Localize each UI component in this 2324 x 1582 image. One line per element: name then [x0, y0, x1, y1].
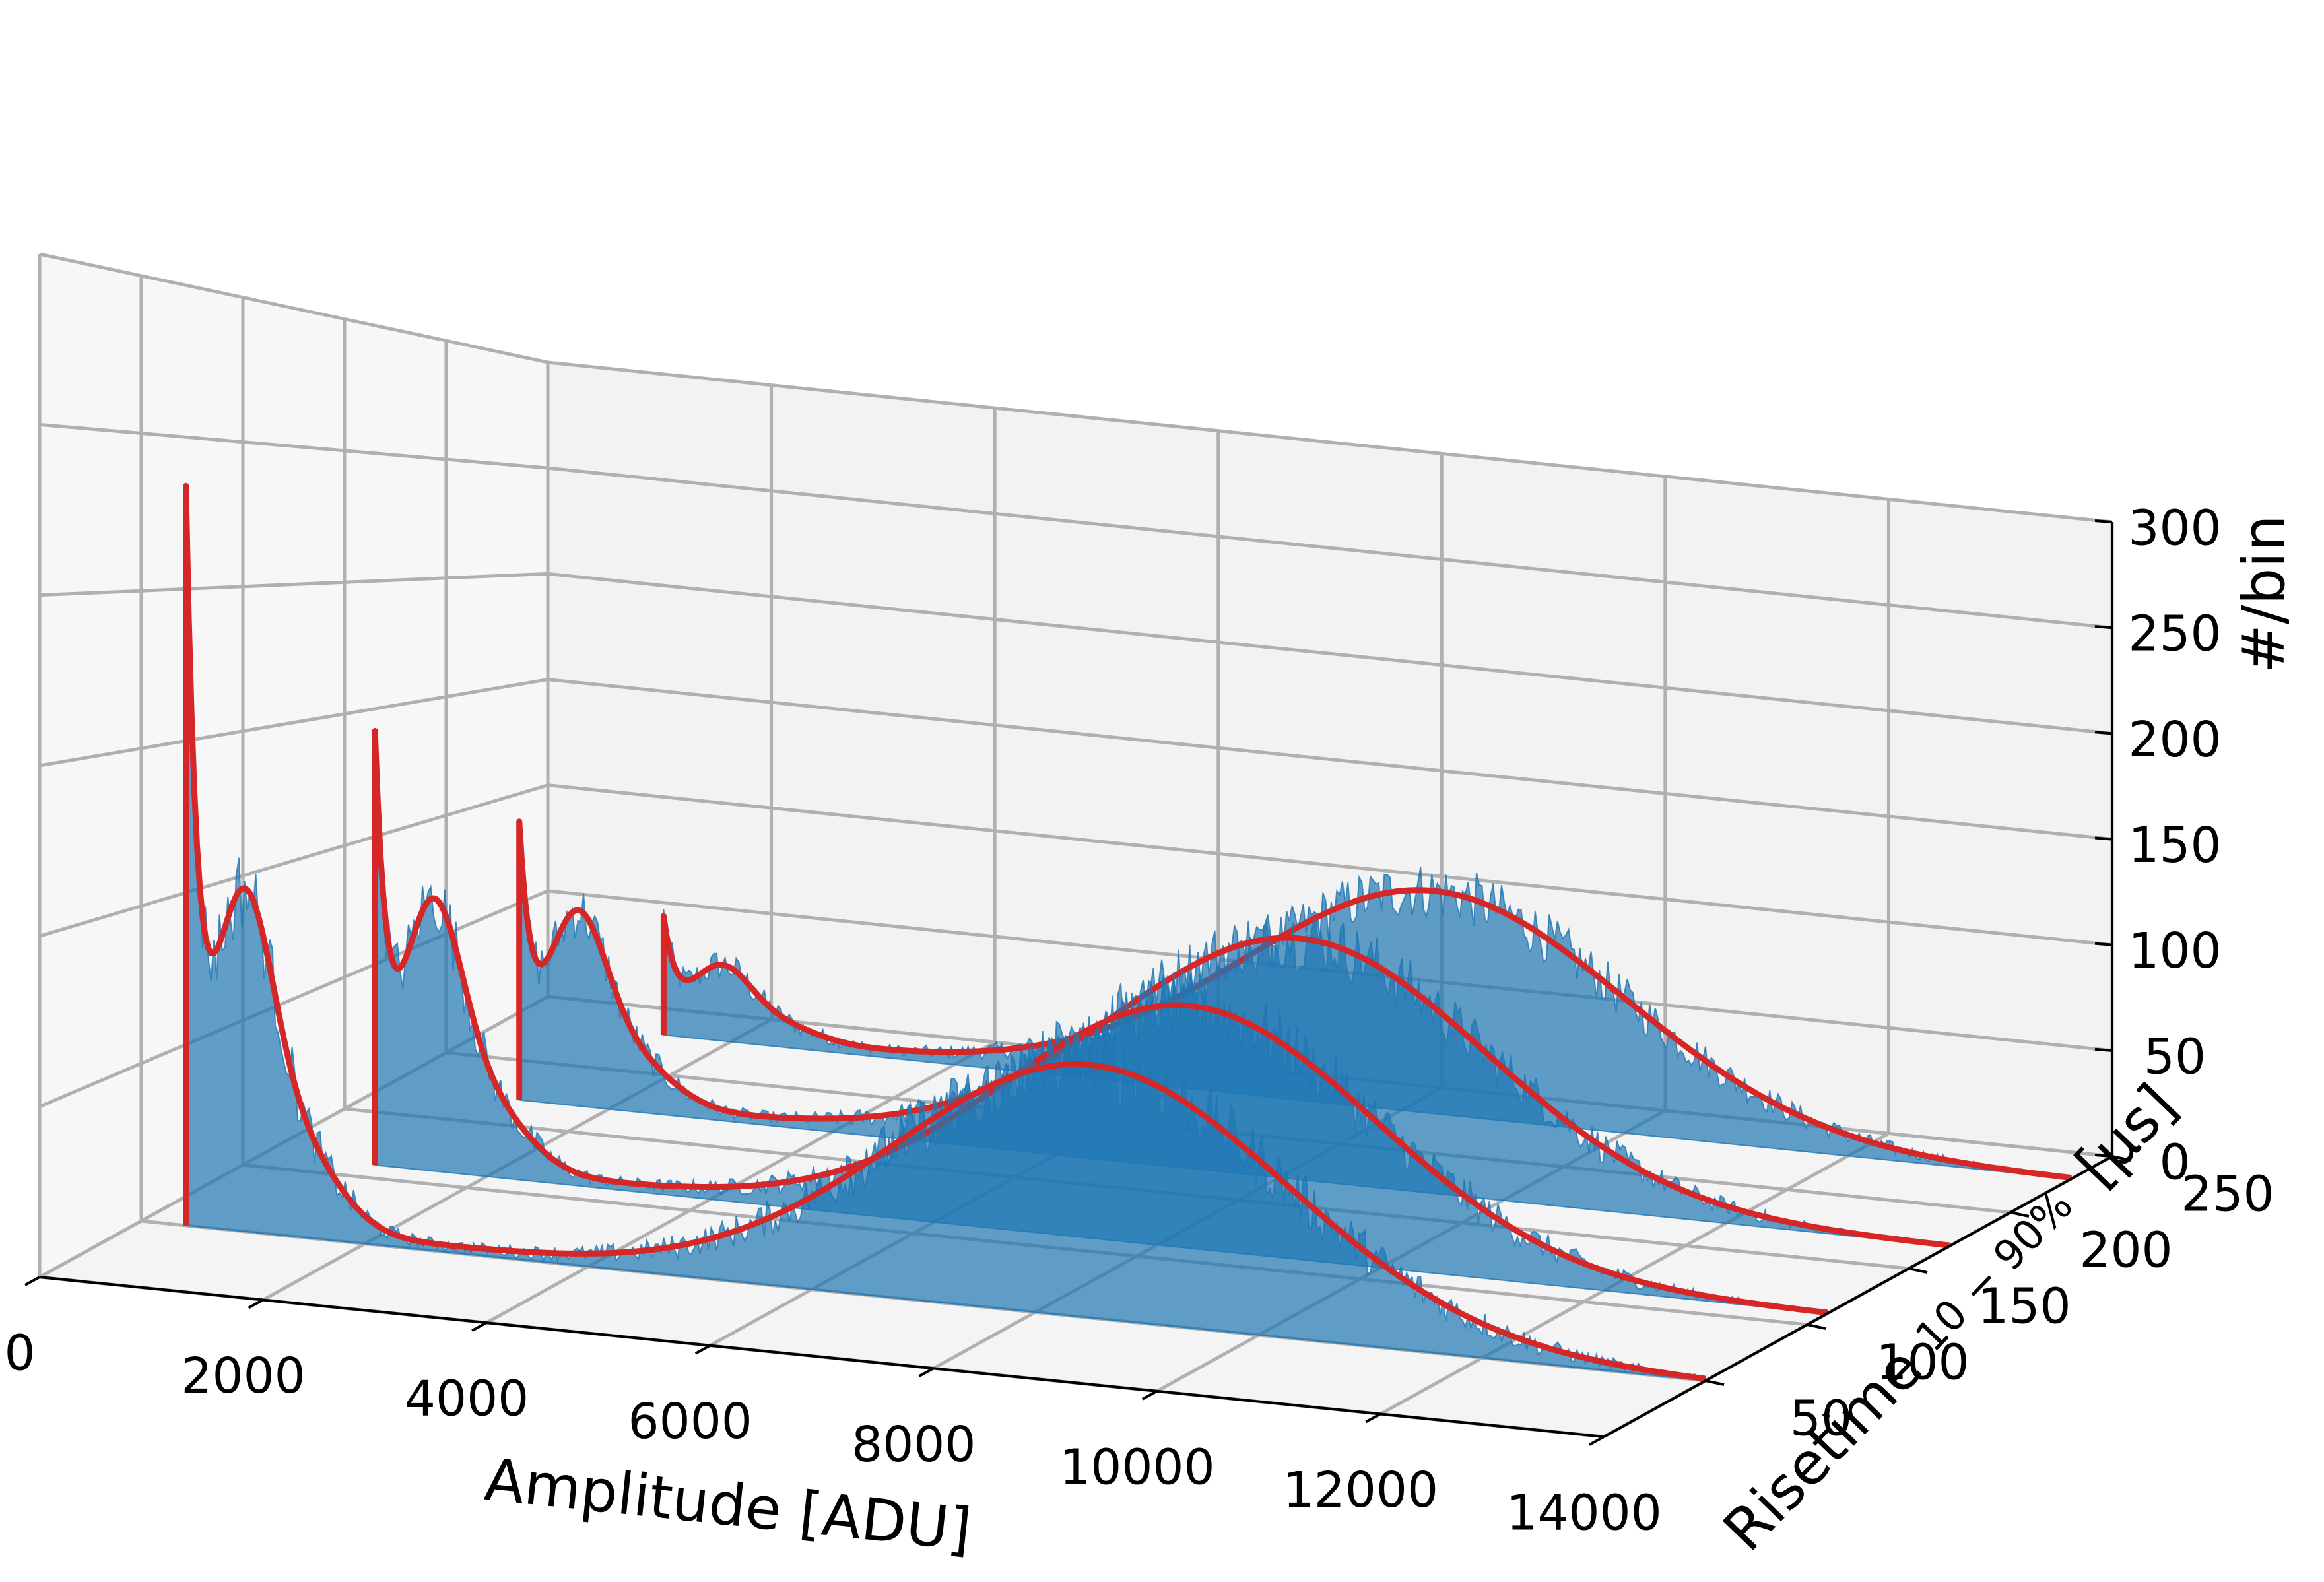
left-grid-z — [39, 678, 548, 768]
z-tick-label: 200 — [2128, 711, 2221, 768]
histogram-traces — [183, 482, 2072, 1382]
z-tick — [2094, 1154, 2113, 1158]
y-tick — [1705, 1379, 1725, 1386]
x-tick — [694, 1344, 711, 1355]
y-tick-label: 250 — [2181, 1166, 2274, 1223]
y-tick-label: 200 — [2079, 1222, 2172, 1279]
x-tick — [248, 1298, 264, 1309]
x-tick-label: 12000 — [1283, 1462, 1438, 1519]
fit-curve-50 — [183, 482, 1706, 1382]
back-grid-z — [547, 572, 2113, 735]
x-axis-line — [39, 1276, 1605, 1438]
z-tick-label: 300 — [2128, 500, 2221, 557]
x-tick-label: 10000 — [1059, 1439, 1214, 1496]
left-grid-z — [39, 572, 548, 597]
z-tick — [2094, 836, 2113, 841]
y-tick — [1908, 1267, 1928, 1274]
x-tick-label: 6000 — [628, 1393, 752, 1450]
z-tick-label: 250 — [2128, 606, 2221, 663]
floor-grid-x — [1379, 1132, 1890, 1416]
y-axis-label-main: Risetime — [1710, 1335, 1935, 1564]
x-tick — [471, 1321, 488, 1332]
z-tick — [2094, 519, 2113, 523]
x-tick-label: 0 — [4, 1325, 35, 1382]
left-grid-z — [39, 783, 548, 938]
y-axis-line — [1603, 1155, 2113, 1438]
histogram-area-50 — [185, 541, 1706, 1382]
back-grid-z — [547, 678, 2113, 841]
z-tick — [2094, 1047, 2113, 1052]
x-tick-label: 2000 — [181, 1348, 305, 1404]
y-tick-label: 150 — [1977, 1278, 2071, 1335]
axes-ticks: 0 2000 4000 6000 8000 10000 12000 1400050100150… — [4, 500, 2274, 1542]
x-tick — [918, 1367, 935, 1378]
x-tick — [1589, 1435, 1605, 1446]
fit-curve-170 — [516, 818, 1950, 1249]
left-grid-z — [39, 252, 548, 364]
fit-curve-110 — [372, 727, 1828, 1316]
y-tick-label: 50 — [1790, 1391, 1852, 1447]
y-tick-label: 100 — [1876, 1335, 1969, 1391]
back-grid-z — [547, 783, 2113, 947]
z-axis-label: #/bin — [2230, 515, 2298, 673]
back-grid-z — [547, 466, 2113, 630]
z-tick-label: 150 — [2128, 817, 2221, 874]
fit-curve-230 — [660, 887, 2072, 1181]
left-grid-z — [39, 889, 548, 1108]
x-tick-label: 8000 — [851, 1416, 976, 1473]
z-tick-label: 0 — [2159, 1135, 2190, 1191]
x-tick — [24, 1276, 40, 1286]
x-tick — [1365, 1412, 1381, 1424]
z-tick-label: 50 — [2144, 1028, 2206, 1085]
x-tick — [1141, 1390, 1158, 1401]
y-tick — [1807, 1323, 1826, 1330]
left-grid-z — [39, 422, 548, 470]
z-tick — [2094, 942, 2113, 946]
x-tick-label: 4000 — [405, 1371, 529, 1428]
z-tick — [2094, 625, 2113, 630]
z-tick-label: 100 — [2128, 923, 2221, 979]
floor-grid-x — [485, 1040, 996, 1325]
y-tick — [2111, 1155, 2131, 1162]
back-grid-z — [547, 360, 2113, 524]
x-tick-label: 14000 — [1506, 1485, 1661, 1542]
y-tick — [2010, 1211, 2030, 1218]
z-tick — [2094, 731, 2113, 735]
series-50 — [183, 482, 1706, 1382]
